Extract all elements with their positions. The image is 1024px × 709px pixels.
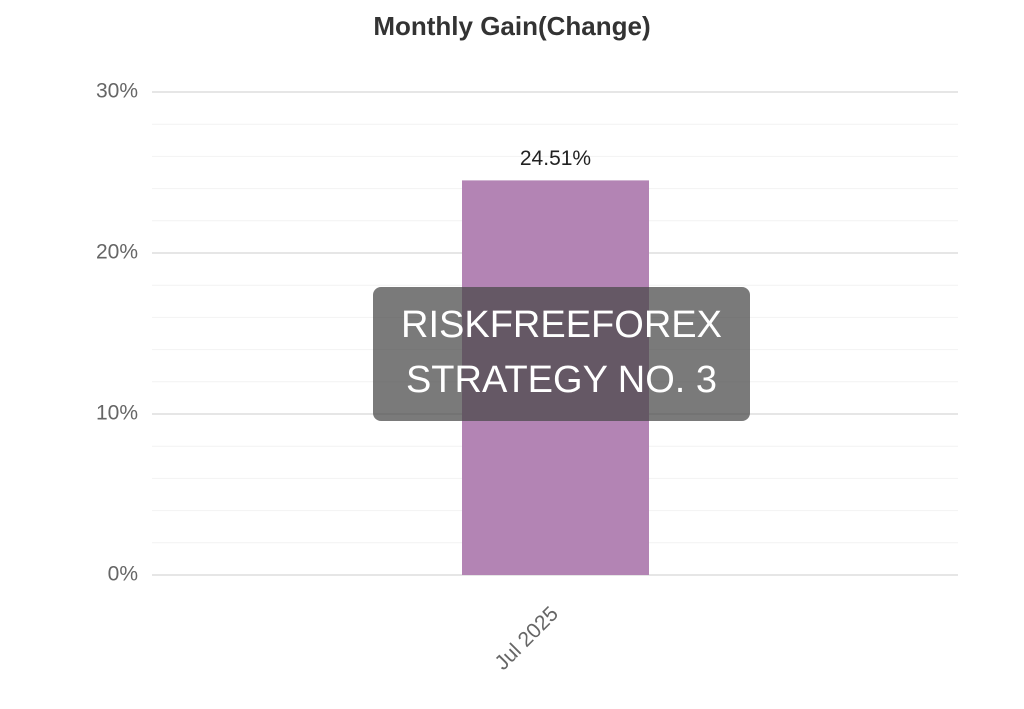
y-tick-label: 0% — [108, 563, 138, 586]
x-tick-label: Jul 2025 — [491, 602, 563, 674]
watermark-box — [373, 287, 750, 421]
y-tick-label: 30% — [96, 80, 138, 103]
chart-title: Monthly Gain(Change) — [373, 11, 650, 41]
value-label: 24.51% — [520, 147, 591, 170]
watermark-text: RISKFREEFOREX — [401, 304, 722, 346]
y-tick-label: 20% — [96, 241, 138, 264]
y-tick-label: 10% — [96, 402, 138, 425]
watermark-text: STRATEGY NO. 3 — [406, 359, 717, 401]
